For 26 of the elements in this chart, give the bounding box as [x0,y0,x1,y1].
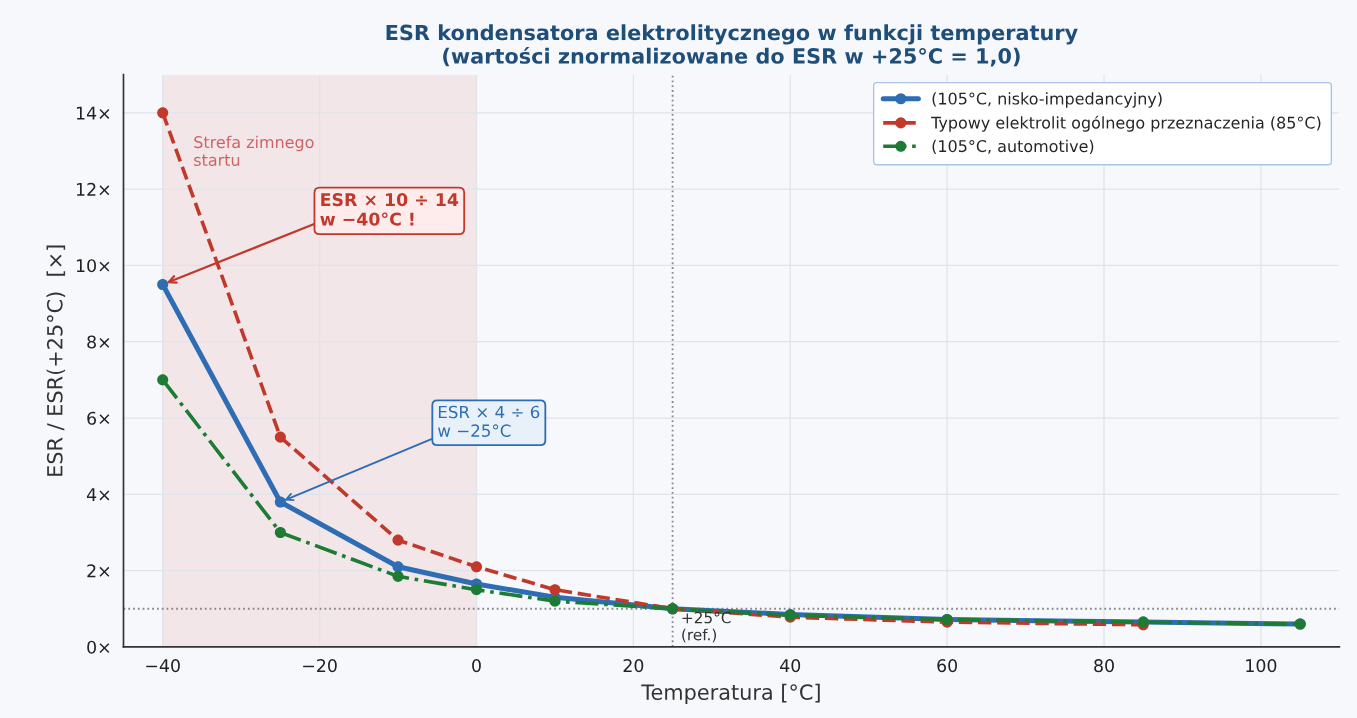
x-axis-title: Temperatura [°C] [641,683,820,705]
x-tick-label: 20 [623,659,644,673]
legend-label: Typowy elektrolit ogólnego przeznaczenia (85°C) [931,115,1321,132]
annotation: ESR × 4 ÷ 6 w −25°C [438,405,540,437]
y-tick-label: 0× [87,640,110,654]
y-tick-label: 12× [76,182,110,196]
y-tick-label: 14× [76,106,110,120]
y-tick-label: 8× [87,335,110,349]
annotation: +25°C (ref.) [682,611,731,643]
y-tick-label: 2× [87,564,110,578]
legend-label: (105°C, nisko-impedancyjny) [932,92,1162,108]
y-tick-label: 6× [87,411,110,425]
y-axis-title: ESR / ESR(+25°C) [×] [46,245,66,476]
x-tick-label: 0 [472,659,481,673]
x-tick-label: −40 [146,659,180,673]
legend-label: (105°C, automotive) [932,139,1094,155]
x-tick-label: 80 [1094,659,1114,673]
x-tick-label: 100 [1246,659,1277,673]
x-tick-label: 40 [780,659,801,673]
x-tick-label: 60 [937,659,958,673]
y-tick-label: 4× [86,488,110,501]
chart-title: ESR kondensatora elektrolitycznego w funkcji temperatury (wartości znormalizowane do ESR w +25°C = 1,0) [386,24,1078,67]
band-label: Strefa zimnego startu [194,135,314,167]
x-tick-label: −20 [303,659,337,673]
annotation: ESR × 10 ÷ 14 w −40°C ! [320,193,459,226]
y-tick-label: 10× [76,259,110,273]
